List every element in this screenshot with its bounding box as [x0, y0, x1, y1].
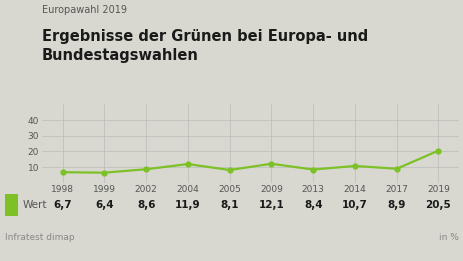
Text: Wert: Wert — [22, 200, 47, 210]
Text: 11,9: 11,9 — [175, 200, 200, 210]
Text: 12,1: 12,1 — [258, 200, 284, 210]
Text: 8,9: 8,9 — [387, 200, 405, 210]
FancyBboxPatch shape — [5, 194, 18, 216]
Text: 20,5: 20,5 — [425, 200, 450, 210]
Text: 10,7: 10,7 — [341, 200, 367, 210]
Text: 6,7: 6,7 — [53, 200, 72, 210]
Text: Europawahl 2019: Europawahl 2019 — [42, 5, 126, 15]
Text: Ergebnisse der Grünen bei Europa- und
Bundestagswahlen: Ergebnisse der Grünen bei Europa- und Bu… — [42, 29, 367, 63]
Text: 8,4: 8,4 — [303, 200, 322, 210]
Text: 6,4: 6,4 — [95, 200, 113, 210]
Text: 8,6: 8,6 — [137, 200, 155, 210]
Text: Infratest dimap: Infratest dimap — [5, 233, 74, 242]
Text: 8,1: 8,1 — [220, 200, 238, 210]
Text: in %: in % — [438, 233, 458, 242]
